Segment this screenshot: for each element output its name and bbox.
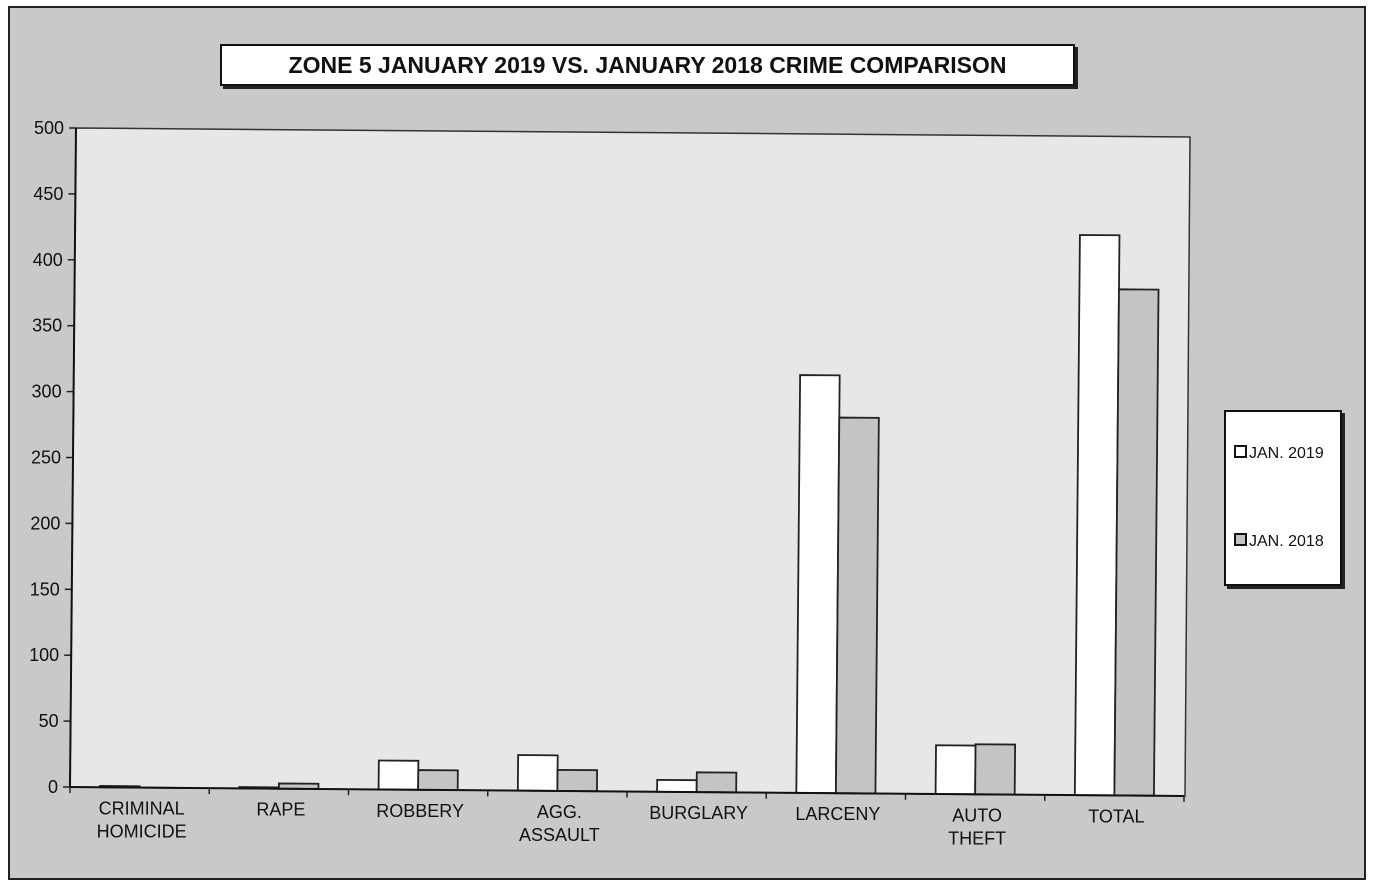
x-category-label: ASSAULT xyxy=(519,825,600,845)
y-tick-label: 200 xyxy=(30,513,60,533)
y-tick-label: 300 xyxy=(32,382,62,402)
x-category-label: THEFT xyxy=(948,828,1006,848)
legend-swatch-2018 xyxy=(1234,533,1247,546)
legend-label-2019: JAN. 2019 xyxy=(1249,445,1324,462)
legend-label-2018: JAN. 2018 xyxy=(1249,533,1324,550)
y-tick-label: 0 xyxy=(48,777,58,797)
y-tick-label: 50 xyxy=(39,711,59,731)
bar-2019 xyxy=(795,374,841,795)
bar-2018 xyxy=(834,416,880,795)
bar-2019 xyxy=(1073,234,1121,797)
y-tick-label: 450 xyxy=(33,184,63,204)
legend-swatch-2019 xyxy=(1234,445,1247,458)
bar-2018 xyxy=(974,743,1017,796)
x-category-label: ROBBERY xyxy=(376,801,464,821)
bar-2018 xyxy=(556,768,599,793)
bar-2019 xyxy=(516,754,559,792)
x-category-label: AUTO xyxy=(952,805,1002,825)
bar-2018 xyxy=(1113,288,1160,797)
legend: JAN. 2019 JAN. 2018 xyxy=(1224,410,1342,586)
bar-2019 xyxy=(656,778,698,793)
y-tick-label: 150 xyxy=(30,579,60,599)
x-category-label: HOMICIDE xyxy=(97,822,187,842)
x-category-label: AGG. xyxy=(537,802,582,822)
y-tick-label: 250 xyxy=(31,448,61,468)
bar-2019 xyxy=(377,759,420,791)
bar-2018 xyxy=(695,771,738,794)
x-axis xyxy=(69,786,1185,797)
y-axis xyxy=(69,127,77,788)
legend-item-2019: JAN. 2019 xyxy=(1234,445,1324,463)
x-category-label: TOTAL xyxy=(1088,806,1144,826)
x-category-label: LARCENY xyxy=(795,804,880,824)
bar-2019 xyxy=(934,744,977,796)
y-tick-label: 500 xyxy=(34,118,64,138)
plot-area xyxy=(69,127,1191,797)
y-tick-label: 350 xyxy=(32,316,62,336)
y-tick-label: 400 xyxy=(33,250,63,270)
y-tick-label: 100 xyxy=(29,645,59,665)
x-category-label: CRIMINAL xyxy=(99,799,185,819)
bar-2018 xyxy=(417,769,459,792)
legend-item-2018: JAN. 2018 xyxy=(1234,533,1324,551)
x-category-label: BURGLARY xyxy=(649,803,748,823)
x-category-label: RAPE xyxy=(256,800,305,820)
chart-title: ZONE 5 JANUARY 2019 VS. JANUARY 2018 CRI… xyxy=(220,44,1075,86)
